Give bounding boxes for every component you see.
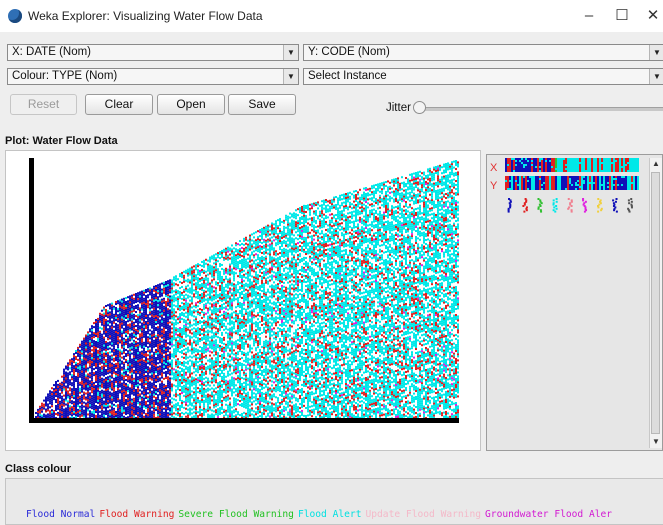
- window-title: Weka Explorer: Visualizing Water Flow Da…: [28, 9, 263, 23]
- x-axis-value: X: DATE (Nom): [12, 46, 92, 58]
- class-colour-heading: Class colour: [5, 463, 72, 475]
- x-axis-line: [29, 418, 459, 423]
- colour-value: Colour: TYPE (Nom): [12, 70, 118, 82]
- scatter-plot[interactable]: [5, 150, 481, 451]
- colour-select[interactable]: Colour: TYPE (Nom) ▼: [7, 68, 299, 85]
- chevron-down-icon[interactable]: ▼: [283, 69, 298, 84]
- y-axis-line: [29, 158, 34, 423]
- chevron-down-icon[interactable]: ▼: [649, 69, 663, 84]
- class-legend-item[interactable]: Flood Normal: [26, 509, 96, 520]
- instance-value: Select Instance: [308, 70, 387, 82]
- weka-bird-icon: [8, 9, 22, 23]
- open-button[interactable]: Open: [157, 94, 225, 115]
- class-legend-item[interactable]: Flood Warning: [99, 509, 175, 520]
- scroll-thumb[interactable]: [651, 172, 660, 434]
- class-legend-item[interactable]: Groundwater Flood Aler: [485, 509, 613, 520]
- maximize-button[interactable]: ☐: [615, 7, 629, 24]
- attribute-scrollbar[interactable]: ▲ ▼: [649, 158, 662, 448]
- close-button[interactable]: ✕: [646, 7, 660, 24]
- clear-button[interactable]: Clear: [85, 94, 153, 115]
- class-colour-panel: [5, 478, 663, 525]
- attribute-x-marker: X: [490, 162, 498, 174]
- instance-select[interactable]: Select Instance ▼: [303, 68, 663, 85]
- chevron-down-icon[interactable]: ▼: [649, 45, 663, 60]
- class-legend-item[interactable]: Flood Alert: [297, 509, 362, 520]
- class-colour-legend: Flood Normal Flood Warning Severe Flood Wa…: [26, 509, 616, 520]
- attribute-bars-panel: [486, 154, 663, 451]
- jitter-slider-track[interactable]: [418, 107, 663, 111]
- scroll-up-arrow[interactable]: ▲: [652, 159, 660, 168]
- plot-title: Plot: Water Flow Data: [5, 135, 118, 147]
- y-axis-value: Y: CODE (Nom): [308, 46, 390, 58]
- attribute-bars[interactable]: [505, 158, 647, 218]
- jitter-slider-thumb[interactable]: [413, 101, 426, 114]
- attribute-y-marker: Y: [490, 180, 498, 192]
- y-axis-select[interactable]: Y: CODE (Nom) ▼: [303, 44, 663, 61]
- save-button[interactable]: Save: [228, 94, 296, 115]
- attribute-bars-layer: [505, 158, 639, 213]
- title-bar: Weka Explorer: Visualizing Water Flow Da…: [0, 0, 663, 32]
- scroll-down-arrow[interactable]: ▼: [652, 437, 660, 446]
- jitter-label: Jitter: [386, 102, 411, 114]
- x-axis-select[interactable]: X: DATE (Nom) ▼: [7, 44, 299, 61]
- class-legend-item[interactable]: Severe Flood Warning: [178, 509, 294, 520]
- reset-button[interactable]: Reset: [10, 94, 77, 115]
- class-legend-item[interactable]: Update Flood Warning: [365, 509, 482, 520]
- chevron-down-icon[interactable]: ▼: [283, 45, 298, 60]
- plot-points-layer: [35, 160, 459, 420]
- minimize-button[interactable]: –: [584, 7, 594, 24]
